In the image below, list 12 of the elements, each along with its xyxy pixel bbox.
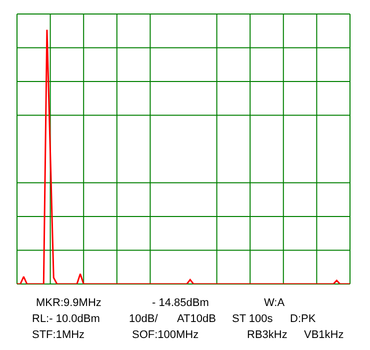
- text: MKR:9.9MHz: [36, 297, 102, 309]
- text: RB3kHz: [247, 329, 288, 341]
- text: D:PK: [290, 313, 316, 325]
- text: STF:1MHz: [32, 329, 85, 341]
- text: W:A: [264, 297, 286, 309]
- text: RL:- 10.0dBm: [32, 313, 100, 325]
- text: SOF:100MHz: [132, 329, 199, 341]
- text: - 14.85dBm: [152, 297, 209, 309]
- text: AT10dB: [177, 313, 216, 325]
- text: VB1kHz: [304, 329, 344, 341]
- text: 10dB/: [129, 313, 159, 325]
- text: ST 100s: [232, 313, 274, 325]
